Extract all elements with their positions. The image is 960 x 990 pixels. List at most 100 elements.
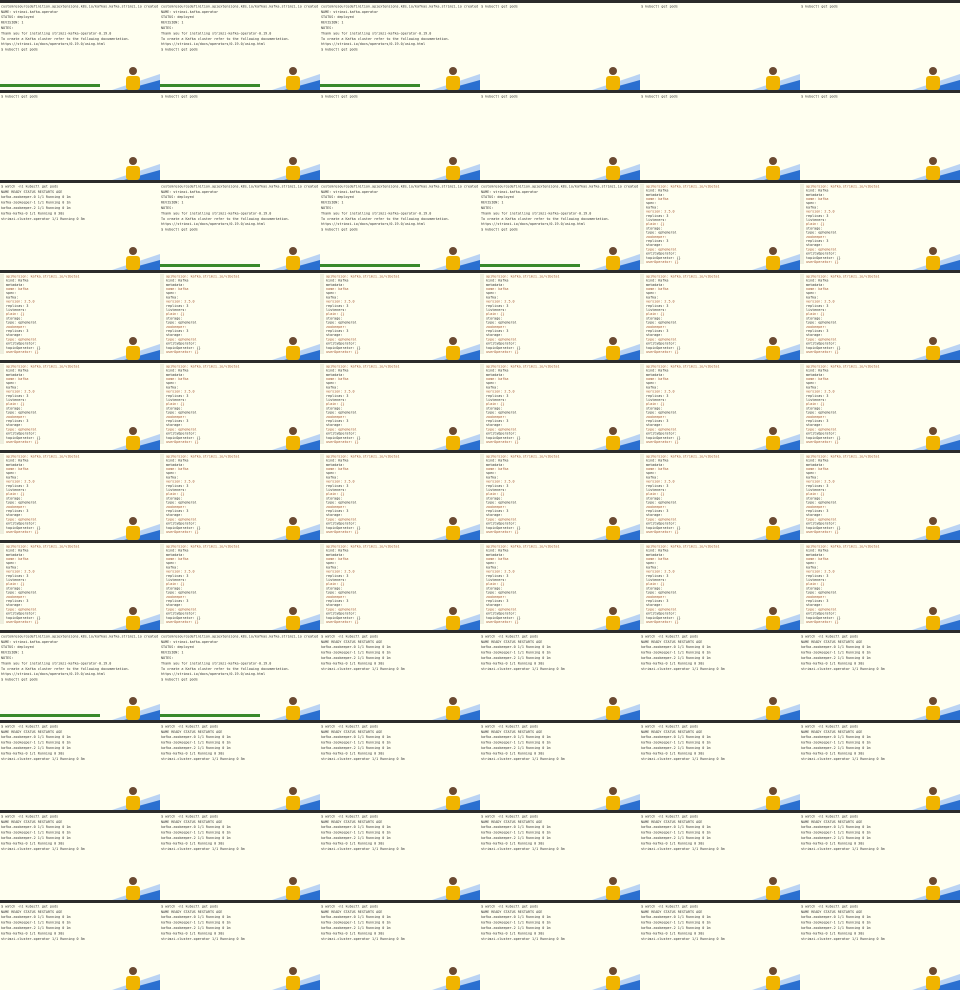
terminal-line: name: kafka (646, 377, 668, 381)
terminal-line: storage: (326, 603, 342, 607)
frame-background (640, 450, 800, 540)
terminal-line: topicOperator: {} (326, 346, 361, 350)
presenter-body (926, 256, 940, 270)
terminal-line: kafka-zookeeper-2 1/1 Running 0 1m (321, 656, 390, 660)
frame-background (0, 810, 160, 900)
terminal-line: listeners: (486, 398, 506, 402)
terminal-line: version: 2.5.0 (6, 480, 35, 484)
frame-background (800, 720, 960, 810)
terminal-line: NAME: strimzi-kafka-operator (161, 190, 218, 194)
title-bar (320, 0, 480, 3)
title-bar (640, 450, 800, 453)
terminal-line: kafka-zookeeper-1 1/1 Running 0 1m (321, 651, 390, 655)
terminal-line: listeners: (646, 578, 666, 582)
video-frame: $ watch -n1 kubectl get pods NAME READY S… (800, 810, 960, 900)
terminal-line: replicas: 3 (646, 329, 668, 333)
terminal-line: NAME READY STATUS RESTARTS AGE (641, 820, 702, 824)
terminal-line: userOperator: {} (326, 350, 359, 354)
terminal-line: storage: (6, 423, 22, 427)
terminal-line: replicas: 3 (326, 394, 348, 398)
terminal-line: Thank you for installing strimzi-kafka-o… (1, 31, 111, 35)
title-bar (320, 90, 480, 93)
terminal-line: strimzi-cluster-operator 1/1 Running 0 5… (641, 937, 725, 941)
presenter-body (766, 526, 780, 540)
title-bar (480, 360, 640, 363)
title-bar (480, 810, 640, 813)
terminal-line: $ watch -n1 kubectl get pods (1, 724, 58, 728)
terminal-line: strimzi-cluster-operator 1/1 Running 0 5… (641, 847, 725, 851)
terminal-line: kafka: (646, 475, 658, 479)
video-frame: $ watch -n1 kubectl get pods NAME READY S… (0, 720, 160, 810)
terminal-line: kafka-zookeeper-0 1/1 Running 0 1m (641, 825, 710, 829)
terminal-line: type: ephemeral (806, 337, 837, 341)
terminal-line: kafka-zookeeper-0 1/1 Running 0 1m (481, 645, 550, 649)
terminal-line: apiVersion: kafka.strimzi.io/v1beta1 (646, 184, 720, 188)
status-bar (480, 264, 580, 267)
terminal-line: Thank you for installing strimzi-kafka-o… (481, 211, 591, 215)
presenter-head (609, 697, 617, 705)
terminal-line: metadata: (486, 373, 504, 377)
terminal-line: $ watch -n1 kubectl get pods (481, 814, 538, 818)
title-bar (800, 90, 960, 93)
terminal-line: storage: (6, 603, 22, 607)
terminal-line: $ watch -n1 kubectl get pods (321, 814, 378, 818)
terminal-line: strimzi-cluster-operator 1/1 Running 0 5… (641, 757, 725, 761)
terminal-line: strimzi-cluster-operator 1/1 Running 0 5… (1, 757, 85, 761)
terminal-line: kafka: (166, 565, 178, 569)
terminal-line: kafka-zookeeper-1 1/1 Running 0 1m (161, 741, 230, 745)
terminal-line: REVISION: 1 (481, 201, 503, 205)
terminal-line: type: ephemeral (486, 501, 517, 505)
terminal-line: kafka-zookeeper-0 1/1 Running 0 1m (801, 645, 870, 649)
presenter-head (929, 247, 937, 255)
frame-background (320, 810, 480, 900)
presenter-body (606, 346, 620, 360)
terminal-line: kind: Kafka (6, 369, 28, 373)
terminal-line: type: ephemeral (806, 501, 837, 505)
frame-background (0, 540, 160, 630)
presenter-head (449, 517, 457, 525)
presenter-head (289, 787, 297, 795)
terminal-line: https://strimzi.io/docs/operators/0.19.0… (1, 42, 105, 46)
terminal-line: kafka-kafka-0 1/1 Running 0 30s (321, 841, 384, 845)
video-frame: $ kubectl get pods (320, 90, 480, 180)
terminal-line: kafka-zookeeper-1 1/1 Running 0 1m (641, 921, 710, 925)
terminal-line: metadata: (806, 283, 824, 287)
terminal-line: REVISION: 1 (321, 21, 343, 25)
terminal-line: type: ephemeral (486, 321, 517, 325)
terminal-line: kafka-zookeeper-1 1/1 Running 0 1m (321, 741, 390, 745)
presenter-body (286, 346, 300, 360)
video-frame: $ watch -n1 kubectl get pods NAME READY S… (0, 900, 160, 990)
terminal-line: spec: (646, 381, 656, 385)
terminal-line: listeners: (166, 488, 186, 492)
terminal-line: metadata: (806, 553, 824, 557)
terminal-line: kind: Kafka (806, 549, 828, 553)
terminal-line: topicOperator: {} (6, 526, 41, 530)
terminal-line: listeners: (326, 488, 346, 492)
terminal-line: type: ephemeral (166, 517, 197, 521)
presenter-body (606, 796, 620, 810)
terminal-line: kafka: (6, 565, 18, 569)
editor-gutter (800, 364, 804, 444)
presenter-body (446, 346, 460, 360)
terminal-line: customresourcedefinition.apiextensions.k… (321, 184, 478, 188)
terminal-line: version: 2.5.0 (326, 570, 355, 574)
presenter-body (286, 76, 300, 90)
terminal-line: NAME READY STATUS RESTARTS AGE (321, 730, 382, 734)
terminal-line: storage: (166, 496, 182, 500)
terminal-line: listeners: (486, 308, 506, 312)
terminal-line: name: kafka (326, 287, 348, 291)
title-bar (160, 900, 320, 903)
video-frame: apiVersion: kafka.strimzi.io/v1beta1kind… (640, 450, 800, 540)
terminal-line: plain: {} (486, 312, 504, 316)
terminal-line: userOperator: {} (646, 530, 679, 534)
video-frame: $ watch -n1 kubectl get pods NAME READY S… (0, 810, 160, 900)
frame-background (480, 630, 640, 720)
terminal-line: $ watch -n1 kubectl get pods (481, 724, 538, 728)
presenter-head (449, 787, 457, 795)
terminal-line: kafka-zookeeper-2 1/1 Running 0 1m (161, 836, 230, 840)
terminal-line: $ watch -n1 kubectl get pods (161, 814, 218, 818)
presenter-head (289, 697, 297, 705)
frame-background (800, 180, 960, 270)
editor-gutter (320, 364, 324, 444)
terminal-line: customresourcedefinition.apiextensions.k… (321, 4, 478, 8)
